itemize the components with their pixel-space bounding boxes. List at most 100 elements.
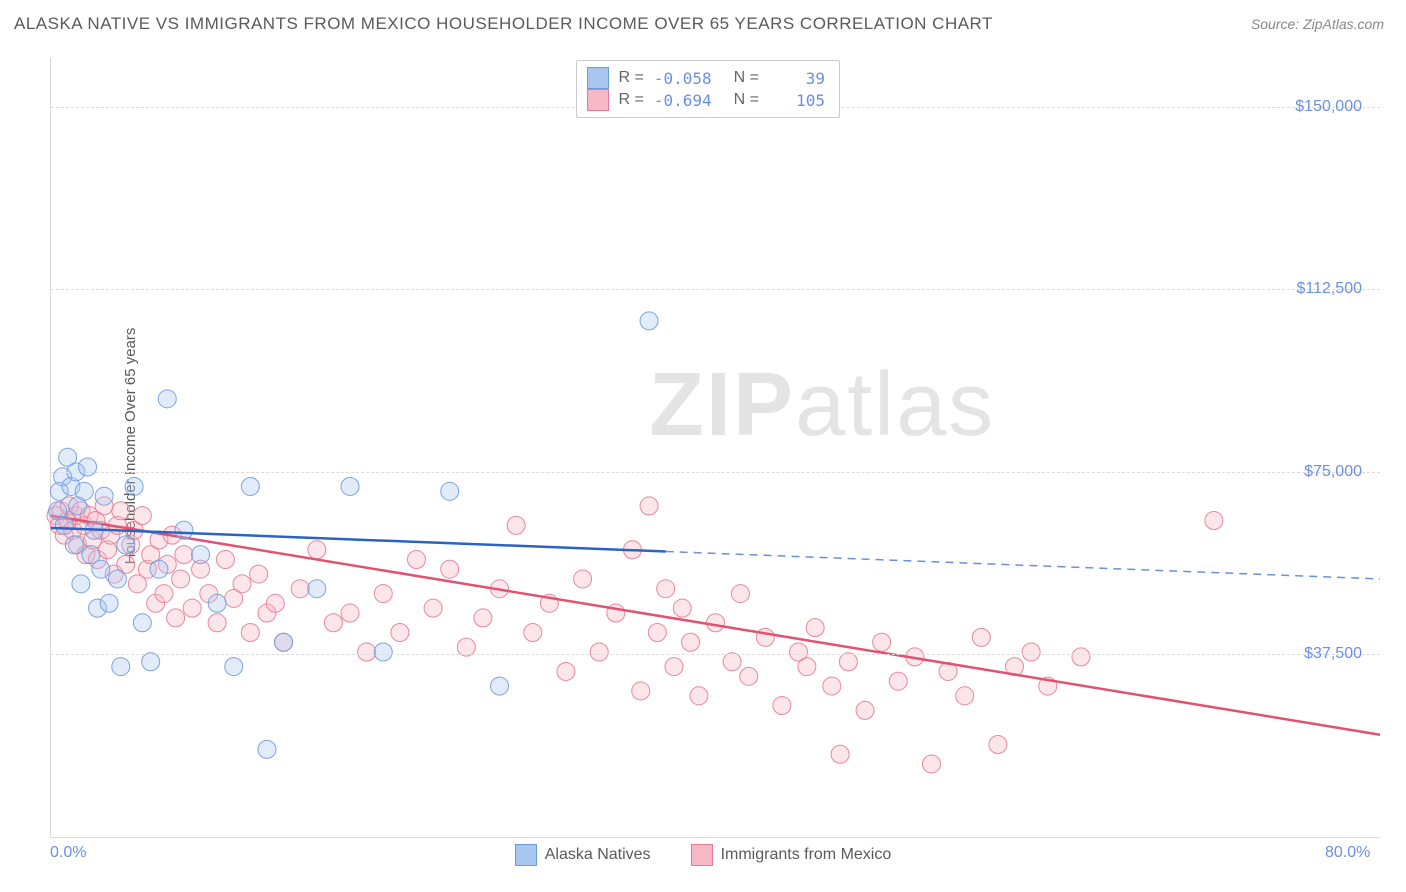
data-point [690,687,708,705]
data-point [75,482,93,500]
y-tick-label: $150,000 [1295,98,1362,116]
regression-line-extrapolated [666,551,1380,578]
data-point [640,312,658,330]
gridline [51,654,1380,655]
corr-row-a: R = -0.058 N = 39 [587,67,825,89]
chart-title: ALASKA NATIVE VS IMMIGRANTS FROM MEXICO … [14,14,993,34]
plot-area: ZIPatlas R = -0.058 N = 39 R = -0.694 N … [50,58,1380,838]
data-point [374,585,392,603]
data-point [798,658,816,676]
series-legend: Alaska Natives Immigrants from Mexico [0,844,1406,866]
data-point [491,677,509,695]
swatch-series-a-icon [515,844,537,866]
data-point [72,575,90,593]
data-point [208,594,226,612]
data-point [773,697,791,715]
data-point [441,482,459,500]
data-point [424,599,442,617]
data-point [258,740,276,758]
data-point [150,560,168,578]
data-point [731,585,749,603]
data-point [574,570,592,588]
data-point [557,662,575,680]
regression-line [51,528,666,552]
data-point [1205,512,1223,530]
data-point [507,516,525,534]
data-point [956,687,974,705]
data-point [682,633,700,651]
data-point [374,643,392,661]
data-point [192,546,210,564]
data-point [324,614,342,632]
data-point [441,560,459,578]
swatch-series-a-icon [587,67,609,89]
data-point [391,624,409,642]
data-point [648,624,666,642]
data-point [95,487,113,505]
data-point [275,633,293,651]
data-point [112,502,130,520]
data-point [989,735,1007,753]
y-tick-label: $75,000 [1304,463,1362,481]
x-tick-min: 0.0% [50,844,86,862]
y-tick-label: $37,500 [1304,645,1362,663]
data-point [1072,648,1090,666]
data-point [341,604,359,622]
data-point [308,541,326,559]
gridline [51,472,1380,473]
legend-label-b: Immigrants from Mexico [721,846,892,864]
data-point [341,477,359,495]
r-value-a: -0.058 [654,69,712,88]
data-point [707,614,725,632]
data-point [922,755,940,773]
data-point [167,609,185,627]
data-point [172,570,190,588]
legend-label-a: Alaska Natives [545,846,651,864]
x-tick-max: 80.0% [1325,844,1370,862]
data-point [92,560,110,578]
data-point [756,628,774,646]
data-point [266,594,284,612]
r-value-b: -0.694 [654,91,712,110]
data-point [524,624,542,642]
data-point [155,585,173,603]
data-point [133,507,151,525]
data-point [723,653,741,671]
correlation-legend: R = -0.058 N = 39 R = -0.694 N = 105 [576,60,840,118]
r-label: R = [619,69,644,87]
data-point [55,516,73,534]
data-point [873,633,891,651]
n-value-b: 105 [769,91,825,110]
data-point [889,672,907,690]
data-point [233,575,251,593]
chart-source: Source: ZipAtlas.com [1251,16,1384,32]
data-point [175,546,193,564]
gridline [51,289,1380,290]
data-point [740,667,758,685]
data-point [241,477,259,495]
data-point [112,658,130,676]
data-point [831,745,849,763]
data-point [133,614,151,632]
corr-row-b: R = -0.694 N = 105 [587,89,825,111]
n-value-a: 39 [769,69,825,88]
data-point [657,580,675,598]
data-point [183,599,201,617]
data-point [823,677,841,695]
legend-item-a: Alaska Natives [515,844,651,866]
data-point [590,643,608,661]
data-point [216,550,234,568]
data-point [208,614,226,632]
data-point [308,580,326,598]
data-point [839,653,857,671]
data-point [108,570,126,588]
swatch-series-b-icon [691,844,713,866]
data-point [407,550,425,568]
n-label: N = [734,69,759,87]
data-point [640,497,658,515]
swatch-series-b-icon [587,89,609,111]
data-point [100,594,118,612]
data-point [250,565,268,583]
data-point [225,658,243,676]
data-point [673,599,691,617]
